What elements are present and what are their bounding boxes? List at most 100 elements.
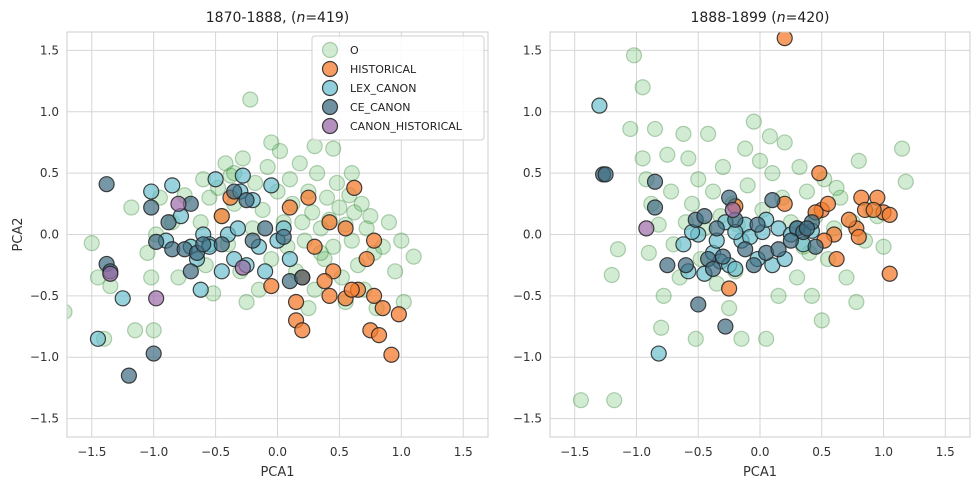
point [828, 250, 845, 268]
point [362, 207, 379, 225]
legend-marker [321, 117, 339, 135]
plot-frame [66, 31, 489, 438]
x-tick-label: −1.0 [622, 445, 651, 459]
point [690, 296, 707, 313]
point [281, 199, 298, 216]
point [828, 179, 845, 196]
chart-title: 1888-1899 (n=420) [690, 10, 829, 26]
point [897, 173, 914, 190]
y-tick-label: −1.0 [513, 350, 542, 364]
point [120, 367, 138, 384]
point [145, 345, 162, 362]
points-layer [67, 91, 422, 384]
point [764, 192, 781, 209]
point [358, 220, 375, 237]
legend-marker [321, 60, 339, 78]
point [229, 220, 246, 237]
point [89, 330, 107, 347]
y-tick-label: 1.0 [523, 105, 542, 119]
point [127, 322, 144, 339]
point [67, 304, 73, 320]
point [881, 206, 898, 223]
legend-label: LEX_CANON [350, 82, 416, 95]
point [213, 263, 230, 280]
point [294, 322, 311, 339]
points-layer [572, 32, 914, 409]
x-tick-label: 0.0 [268, 445, 287, 459]
point [749, 216, 766, 233]
point [294, 269, 311, 286]
series-ce-canon [595, 166, 824, 335]
point [640, 244, 657, 262]
x-tick-label: 0.0 [750, 445, 769, 459]
point [721, 300, 738, 317]
point [850, 152, 867, 169]
point [597, 166, 614, 183]
point [213, 207, 230, 225]
legend-label: HISTORICAL [350, 63, 417, 76]
legend-marker [321, 98, 339, 116]
point [865, 201, 882, 219]
point [591, 97, 608, 114]
point [346, 204, 363, 221]
point [714, 248, 732, 265]
point [650, 345, 667, 362]
point [306, 138, 323, 155]
y-tick-label: −0.5 [513, 289, 542, 303]
point [331, 199, 348, 216]
y-tick-label: 1.5 [523, 43, 542, 57]
point [148, 290, 165, 307]
point [745, 257, 762, 274]
point [704, 183, 722, 200]
point [761, 128, 778, 145]
point [374, 300, 391, 317]
point [143, 183, 160, 200]
point [343, 165, 360, 182]
point [247, 174, 264, 192]
x-tick-label: 1.0 [874, 445, 893, 459]
x-axis-label: PCA1 [743, 465, 777, 480]
point [164, 177, 181, 194]
point [646, 199, 664, 216]
point [788, 269, 806, 286]
point [201, 189, 218, 206]
point [813, 312, 830, 329]
point [234, 150, 251, 167]
point [337, 220, 354, 237]
point [764, 165, 781, 182]
point [893, 140, 911, 157]
x-tick-label: −0.5 [201, 445, 230, 459]
point [370, 327, 388, 344]
point [143, 199, 160, 216]
point [659, 146, 676, 163]
point [257, 220, 274, 237]
point [275, 228, 292, 246]
point [257, 263, 274, 280]
point [819, 195, 837, 212]
point [316, 250, 333, 268]
point [606, 392, 623, 409]
point [739, 177, 756, 194]
point [683, 195, 701, 212]
point [714, 158, 732, 176]
point [148, 233, 165, 250]
series-canon-historical [102, 195, 251, 307]
point [634, 150, 651, 167]
right-scatter-panel: −1.5 −1.0 −0.5 0.0 0.5 1.0 1.5 −1.5 −1.0 −0.5 0.0 0… [513, 10, 971, 480]
point [321, 214, 338, 231]
x-axis-label: PCA1 [260, 465, 294, 480]
point [655, 287, 672, 304]
point [717, 318, 734, 335]
point [192, 281, 209, 298]
point [143, 269, 160, 286]
point [704, 260, 722, 277]
point [242, 91, 259, 108]
point [325, 238, 342, 255]
point [98, 176, 115, 193]
y-axis-label: PCA2 [11, 217, 26, 251]
point [145, 322, 162, 339]
y-tick-label: −1.0 [30, 350, 59, 364]
point [733, 330, 750, 347]
point [572, 392, 589, 409]
